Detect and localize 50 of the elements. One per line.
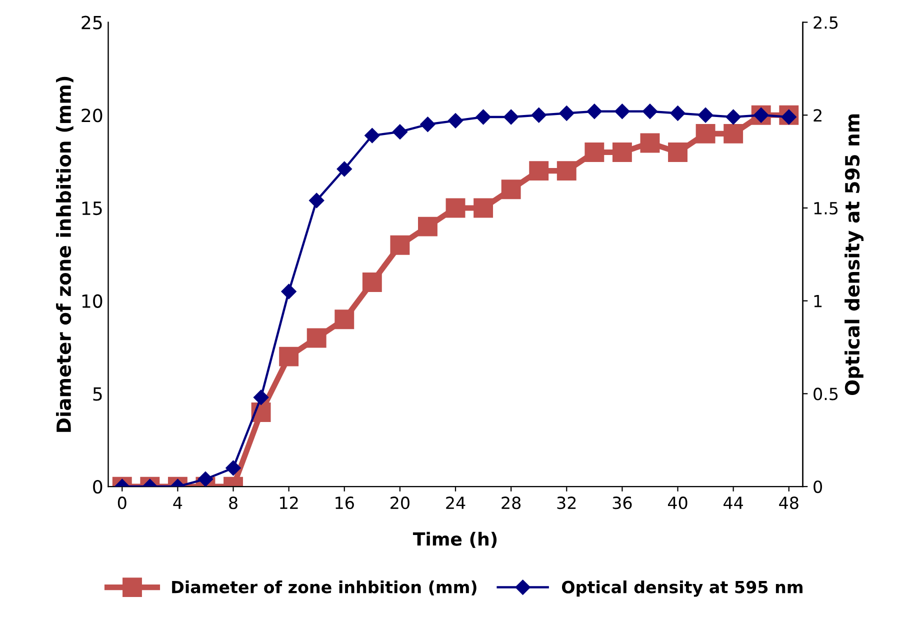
y2-tick-label: 1.5 [814,202,838,215]
y2-tick-label: 2 [814,109,822,122]
point [586,104,602,119]
x-tick-label: 32 [557,496,576,510]
y-tick-label: 15 [82,202,102,216]
x-tick-label: 24 [446,496,466,509]
y-tick-label: 5 [93,387,102,401]
point [698,108,714,123]
point [614,104,630,119]
point [253,390,269,405]
point [504,109,519,125]
point [670,106,686,121]
x-axis-title: Time (h) [412,532,497,548]
x-tick-label: 28 [502,496,521,510]
y-tick-label: 20 [82,108,102,122]
point [726,109,741,125]
x-tick-label: 40 [668,496,688,510]
y2-axis-title: Optical density at 595 nm [844,114,864,395]
y-axis-title: Diameter of zone inhbition (mm) [56,76,74,432]
x-tick-label: 20 [390,496,410,510]
y-tick-label: 25 [82,16,102,30]
x-tick-label: 12 [280,496,298,509]
point [309,192,324,208]
point [364,128,380,144]
x-tick-label: 48 [779,496,798,510]
point [559,106,574,121]
point [476,109,491,125]
y2-tick-label: 0.5 [814,388,838,400]
point [420,116,436,132]
point [531,108,546,123]
x-tick-label: 36 [612,496,632,510]
y-tick-label: 10 [82,294,102,308]
x-tick-label: 44 [724,496,743,509]
point [642,104,658,119]
y2-tick-label: 2.5 [814,16,838,29]
point [226,460,241,476]
y2-tick-label: 0 [814,480,822,494]
legend-label: Diameter of zone inhbition (mm) [172,580,476,596]
y2-tick-label: 1 [814,295,822,308]
legend-label: Optical density at 595 nm [562,580,802,597]
point [281,284,296,300]
x-tick-label: 8 [229,496,238,510]
y-tick-label: 0 [93,480,102,494]
point [448,113,464,128]
x-tick-label: 4 [173,496,182,509]
x-tick-label: 16 [336,496,354,510]
point [198,472,214,487]
point [392,124,408,140]
point [336,161,352,177]
x-tick-label: 0 [118,496,126,510]
